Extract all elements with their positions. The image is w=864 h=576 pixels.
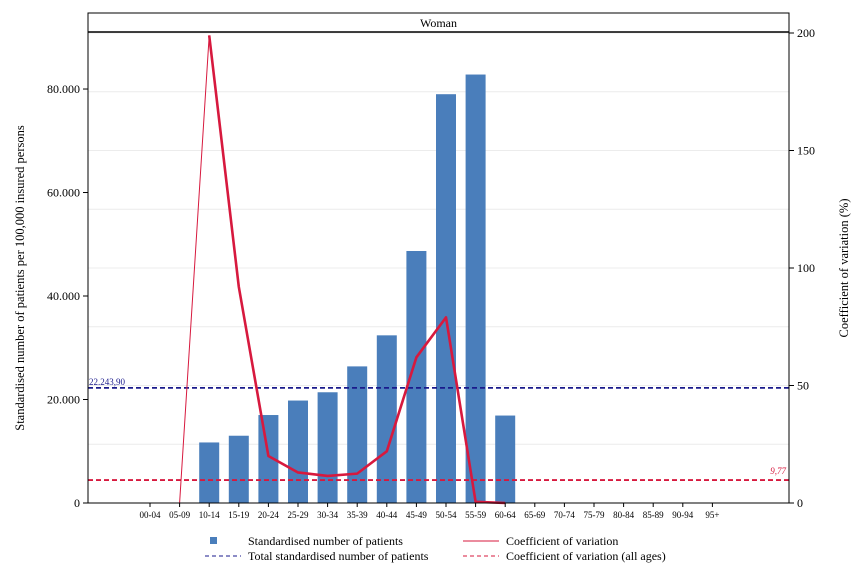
plot-border: [87, 12, 790, 504]
right-tick-label: 200: [797, 26, 815, 40]
bar-40-44: [376, 335, 397, 503]
right-tick-label: 100: [797, 261, 815, 275]
panel-title: Woman: [420, 16, 457, 30]
x-tick-label-45-49: 45-49: [406, 510, 427, 520]
x-tick-label-60-64: 60-64: [495, 510, 516, 520]
bar-20-24: [258, 415, 279, 503]
y-axis-title: Standardised number of patients per 100,…: [13, 125, 27, 431]
left-tick-label: 0: [74, 496, 80, 510]
x-tick-label-10-14: 10-14: [199, 510, 220, 520]
left-tick-label: 40.000: [47, 289, 80, 303]
cv-line: [207, 35, 506, 505]
x-tick-label-05-09: 05-09: [169, 510, 190, 520]
x-tick-label-85-89: 85-89: [643, 510, 664, 520]
left-tick-label: 20.000: [47, 393, 80, 407]
x-tick-label-55-59: 55-59: [465, 510, 486, 520]
cv-line-thin: [150, 35, 210, 504]
reference-lines: 22.243,90 9,77: [88, 377, 789, 481]
legend-label-3: Total standardised number of patients: [248, 549, 429, 563]
x-tick-label-50-54: 50-54: [436, 510, 457, 520]
bar-30-34: [317, 392, 338, 503]
reference-label-total: 22.243,90: [89, 377, 126, 387]
x-tick-label-00-04: 00-04: [140, 510, 161, 520]
x-tick-label-70-74: 70-74: [554, 510, 575, 520]
x-tick-label-15-19: 15-19: [228, 510, 249, 520]
legend: Standardised number of patients Coefficie…: [205, 534, 666, 563]
bar-45-49: [406, 250, 427, 503]
left-tick-label: 60.000: [47, 186, 80, 200]
x-tick-label-95+: 95+: [705, 510, 719, 520]
legend-swatch-bars: [210, 537, 217, 544]
x-tick-label-75-79: 75-79: [584, 510, 605, 520]
bar-50-54: [436, 94, 456, 503]
bar-10-14: [199, 442, 220, 503]
bar-35-39: [347, 366, 368, 503]
x-tick-label-25-29: 25-29: [288, 510, 309, 520]
right-tick-label: 150: [797, 144, 815, 158]
legend-label-4: Coefficient of variation (all ages): [506, 549, 666, 563]
y2-axis-title: Coefficient of variation (%): [837, 199, 851, 338]
right-tick-label: 50: [797, 379, 809, 393]
bar-25-29: [288, 400, 308, 503]
x-tick-label-20-24: 20-24: [258, 510, 279, 520]
bar-55-59: [465, 74, 486, 503]
right-tick-label: 0: [797, 496, 803, 510]
legend-label-2: Coefficient of variation: [506, 534, 618, 548]
x-tick-label-90-94: 90-94: [672, 510, 693, 520]
bar-60-64: [495, 415, 516, 503]
x-tick-label-80-84: 80-84: [613, 510, 634, 520]
reference-label-cv: 9,77: [770, 466, 786, 476]
plot-frame: Woman: [87, 12, 790, 504]
legend-label-1: Standardised number of patients: [248, 534, 403, 548]
bar-15-19: [228, 435, 249, 503]
x-tick-label-65-69: 65-69: [524, 510, 545, 520]
x-tick-label-30-34: 30-34: [317, 510, 338, 520]
left-tick-label: 80.000: [47, 82, 80, 96]
x-tick-label-35-39: 35-39: [347, 510, 368, 520]
axes: 0 20.000 40.000 60.000 80.000 0 50 100 150 200 00-…: [13, 26, 851, 520]
bar-layer: [199, 74, 516, 503]
x-tick-label-40-44: 40-44: [376, 510, 397, 520]
